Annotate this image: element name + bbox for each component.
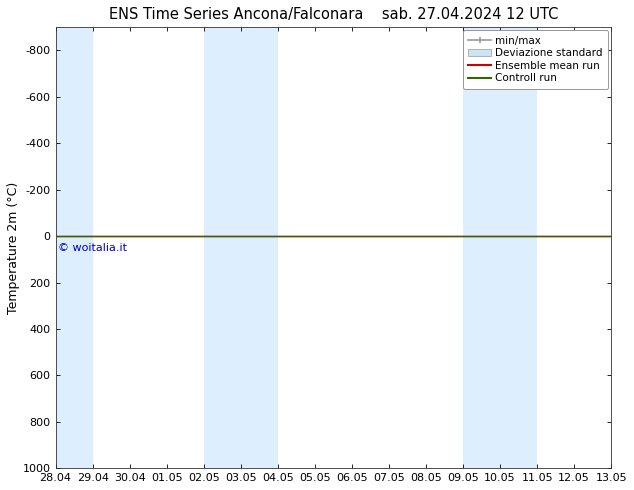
Bar (463, 27, 537, 468)
Title: ENS Time Series Ancona/Falconara    sab. 27.04.2024 12 UTC: ENS Time Series Ancona/Falconara sab. 27… (108, 7, 558, 22)
Bar (204, 27, 278, 468)
Text: © woitalia.it: © woitalia.it (58, 243, 127, 253)
Bar (56, 27, 93, 468)
Legend: min/max, Deviazione standard, Ensemble mean run, Controll run: min/max, Deviazione standard, Ensemble m… (463, 30, 608, 89)
Y-axis label: Temperature 2m (°C): Temperature 2m (°C) (7, 182, 20, 314)
